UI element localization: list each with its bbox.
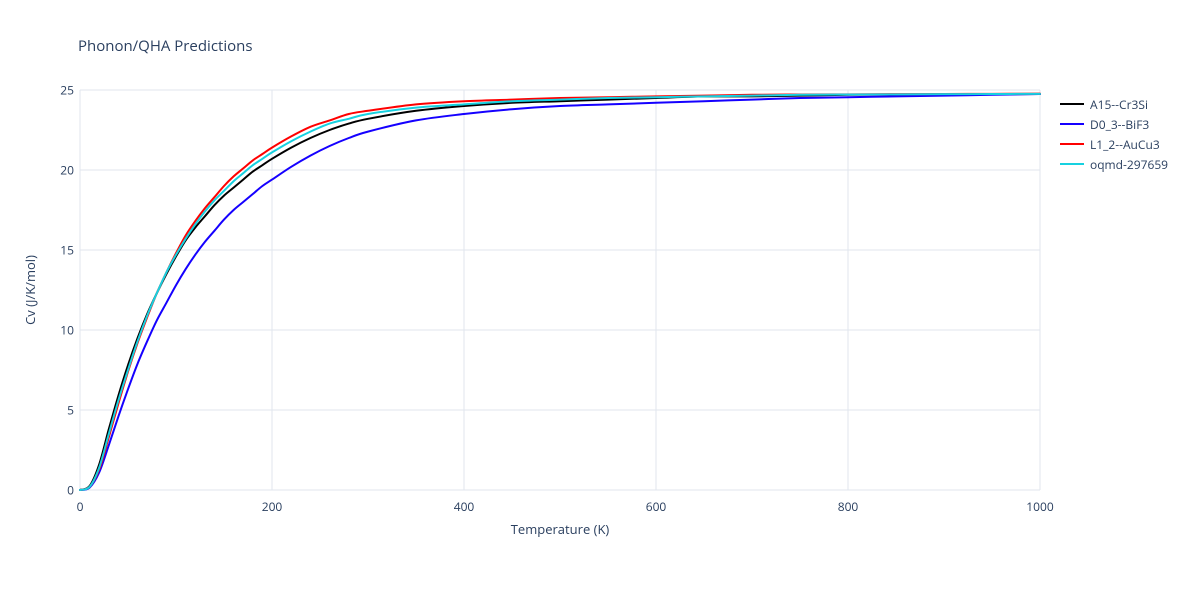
y-tick-label: 25 <box>52 82 74 99</box>
y-axis-title: Cv (J/K/mol) <box>21 255 39 325</box>
series-line[interactable] <box>80 94 1040 490</box>
legend-label: oqmd-297659 <box>1090 156 1168 173</box>
y-tick-label: 15 <box>52 242 74 259</box>
series-line[interactable] <box>80 94 1040 490</box>
y-tick-label: 0 <box>52 482 74 499</box>
series-group <box>80 94 1040 490</box>
chart-svg <box>0 0 1200 600</box>
x-tick-label: 600 <box>646 498 667 515</box>
x-tick-label: 200 <box>262 498 283 515</box>
legend-label: D0_3--BiF3 <box>1090 116 1149 133</box>
x-tick-label: 800 <box>838 498 859 515</box>
legend-item[interactable]: D0_3--BiF3 <box>1060 114 1168 134</box>
x-tick-label: 400 <box>454 498 475 515</box>
y-tick-label: 5 <box>52 402 74 419</box>
legend-label: L1_2--AuCu3 <box>1090 136 1160 153</box>
x-tick-label: 1000 <box>1026 498 1053 515</box>
x-axis-title: Temperature (K) <box>511 520 610 538</box>
legend: A15--Cr3Si D0_3--BiF3 L1_2--AuCu3 oqmd-2976… <box>1060 94 1168 174</box>
series-line[interactable] <box>80 94 1040 490</box>
legend-item[interactable]: L1_2--AuCu3 <box>1060 134 1168 154</box>
gridlines <box>80 90 1040 490</box>
x-tick-label: 0 <box>77 498 84 515</box>
legend-swatch <box>1060 123 1084 125</box>
y-tick-label: 20 <box>52 162 74 179</box>
legend-item[interactable]: A15--Cr3Si <box>1060 94 1168 114</box>
legend-item[interactable]: oqmd-297659 <box>1060 154 1168 174</box>
chart-container: { "chart": { "type": "line", "title": "P… <box>0 0 1200 600</box>
series-line[interactable] <box>80 94 1040 490</box>
legend-swatch <box>1060 163 1084 165</box>
legend-swatch <box>1060 143 1084 145</box>
legend-swatch <box>1060 103 1084 105</box>
y-tick-label: 10 <box>52 322 74 339</box>
legend-label: A15--Cr3Si <box>1090 96 1148 113</box>
